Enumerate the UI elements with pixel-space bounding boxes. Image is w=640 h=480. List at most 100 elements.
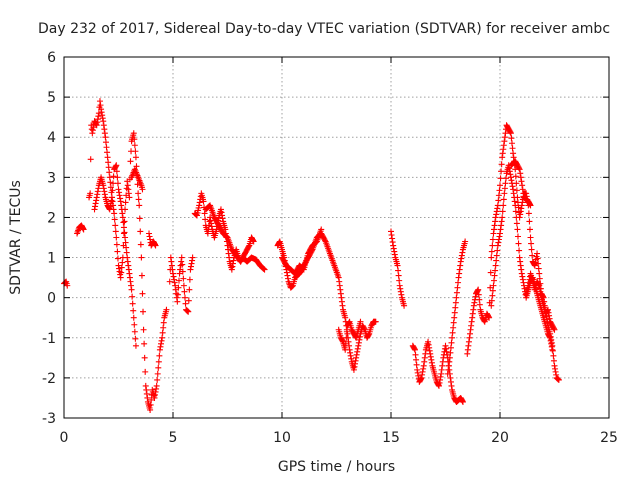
data-point — [413, 361, 420, 368]
data-point — [526, 226, 533, 233]
data-point — [122, 234, 129, 241]
data-point — [127, 158, 134, 165]
data-point — [534, 250, 541, 257]
data-point — [519, 182, 526, 189]
data-point — [453, 294, 460, 301]
data-point — [495, 192, 502, 199]
data-point — [129, 293, 136, 300]
data-point — [536, 270, 543, 277]
data-point — [114, 255, 121, 262]
data-point — [156, 352, 163, 359]
data-point — [490, 282, 497, 289]
data-point — [493, 252, 500, 259]
data-point — [138, 254, 145, 261]
data-point — [495, 197, 502, 204]
y-tick-label: -1 — [42, 331, 56, 347]
data-point — [512, 202, 519, 209]
data-point — [140, 326, 147, 333]
data-point — [152, 242, 159, 249]
data-point — [130, 314, 137, 321]
data-point — [518, 178, 525, 185]
data-point — [395, 272, 402, 279]
data-point — [449, 329, 456, 336]
data-point — [136, 202, 143, 209]
data-point — [180, 275, 187, 282]
data-point — [396, 277, 403, 284]
data-point — [175, 277, 182, 284]
data-point — [148, 396, 155, 403]
data-point — [453, 289, 460, 296]
data-point — [497, 175, 504, 182]
data-point — [497, 182, 503, 189]
data-point — [154, 376, 161, 383]
data-point — [201, 210, 208, 217]
y-tick-label: 6 — [47, 50, 56, 66]
y-axis-label: SDTVAR / TECUs — [8, 180, 24, 295]
data-point — [514, 226, 521, 233]
data-point — [455, 279, 462, 286]
data-point — [520, 190, 527, 197]
y-tick-label: 1 — [47, 251, 56, 267]
data-point — [401, 302, 408, 309]
data-point — [513, 187, 520, 194]
data-point — [516, 247, 523, 254]
data-point — [450, 324, 457, 331]
data-point — [321, 237, 328, 244]
data-point — [113, 234, 120, 241]
data-point — [113, 241, 120, 248]
data-point — [105, 159, 112, 166]
data-point — [132, 154, 139, 161]
data-point — [200, 198, 207, 205]
data-point — [499, 214, 506, 221]
data-point — [527, 202, 534, 209]
data-point — [106, 169, 113, 176]
data-point — [494, 247, 501, 254]
data-point — [131, 142, 138, 149]
data-point — [411, 346, 418, 353]
data-point — [139, 290, 146, 297]
data-point — [550, 352, 557, 359]
data-point — [141, 340, 148, 347]
data-point — [185, 308, 192, 315]
data-point — [535, 260, 542, 267]
data-point — [121, 229, 128, 236]
data-point — [133, 163, 140, 170]
data-point — [106, 174, 113, 181]
plot-frame — [63, 56, 610, 419]
data-point — [449, 334, 456, 341]
data-point — [108, 194, 115, 201]
data-point — [119, 214, 126, 221]
data-point — [476, 296, 483, 303]
data-point — [549, 346, 556, 353]
data-point — [515, 204, 522, 211]
data-point — [118, 264, 125, 271]
data-point — [492, 262, 499, 269]
data-point — [131, 321, 138, 328]
data-point — [488, 248, 495, 255]
data-point — [489, 287, 496, 294]
data-point — [103, 144, 110, 151]
data-point — [250, 238, 257, 245]
data-point — [112, 228, 119, 235]
data-point — [260, 266, 267, 273]
data-point — [555, 376, 562, 383]
data-point — [87, 156, 94, 163]
data-point — [122, 199, 129, 206]
data-point — [132, 342, 139, 349]
data-point — [135, 190, 142, 197]
data-point — [261, 266, 268, 273]
data-point — [525, 210, 532, 217]
data-point — [160, 319, 167, 326]
data-point — [448, 339, 455, 346]
data-point — [501, 185, 508, 192]
data-point — [489, 242, 496, 249]
data-point — [154, 370, 161, 377]
data-point — [137, 241, 144, 248]
data-point — [343, 328, 350, 335]
data-point — [515, 240, 522, 247]
data-point — [147, 406, 154, 413]
data-point — [202, 216, 209, 223]
data-point — [87, 190, 94, 197]
data-point — [459, 398, 466, 405]
data-point — [122, 239, 129, 246]
